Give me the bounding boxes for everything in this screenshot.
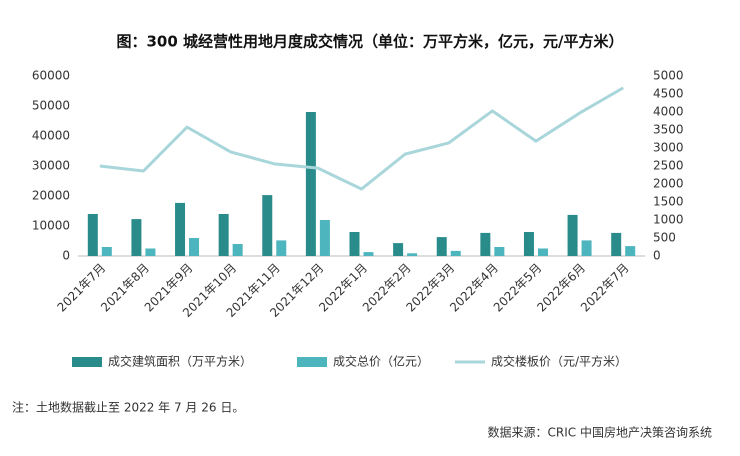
legend-label: 成交建筑面积（万平方米） <box>108 354 252 369</box>
chart-title: 图：300 城经营性用地月度成交情况（单位：万平方米，亿元，元/平方米） <box>116 33 623 51</box>
bar <box>567 214 578 256</box>
y2-tick-label: 500 <box>653 231 676 245</box>
y2-tick-label: 2500 <box>653 159 684 173</box>
y-tick-label: 30000 <box>32 159 70 173</box>
bar <box>145 248 156 256</box>
y2-tick-label: 3000 <box>653 141 684 155</box>
y-tick-label: 60000 <box>32 69 70 83</box>
y2-tick-label: 5000 <box>653 69 684 83</box>
bar <box>537 248 548 256</box>
bar <box>232 244 243 256</box>
y2-tick-label: 0 <box>653 249 661 263</box>
bar <box>349 232 360 256</box>
y2-tick-label: 2000 <box>653 177 684 191</box>
y-tick-label: 10000 <box>32 219 70 233</box>
bar <box>407 253 418 256</box>
bar <box>175 202 186 256</box>
y2-tick-label: 1500 <box>653 195 684 209</box>
y-tick-label: 20000 <box>32 189 70 203</box>
legend-swatch <box>297 357 327 367</box>
bar <box>393 243 404 256</box>
y-tick-label: 50000 <box>32 99 70 113</box>
note: 注：土地数据截止至 2022 年 7 月 26 日。 <box>12 400 244 415</box>
bar <box>87 214 98 256</box>
bar <box>611 232 622 256</box>
bar <box>131 219 142 256</box>
bar <box>189 238 200 256</box>
line <box>99 86 624 191</box>
bar <box>523 232 534 256</box>
bar <box>319 220 330 256</box>
y-tick-label: 40000 <box>32 129 70 143</box>
y2-tick-label: 3500 <box>653 123 684 137</box>
y2-tick-label: 4000 <box>653 105 684 119</box>
bar <box>363 252 374 256</box>
y2-tick-label: 1000 <box>653 213 684 227</box>
source: 数据来源：CRIC 中国房地产决策咨询系统 <box>488 425 712 440</box>
bar <box>262 195 273 256</box>
bar <box>305 112 316 256</box>
legend-swatch <box>72 357 102 367</box>
bar <box>480 232 491 256</box>
bar <box>625 246 636 256</box>
bar <box>436 237 447 256</box>
bar <box>494 247 505 256</box>
bar <box>276 240 287 256</box>
bar <box>450 250 461 256</box>
bar <box>218 214 229 256</box>
legend-label: 成交楼板价（元/平方米） <box>491 354 627 369</box>
y2-tick-label: 4500 <box>653 87 684 101</box>
bar <box>101 247 112 256</box>
bar <box>581 240 592 256</box>
legend-label: 成交总价（亿元） <box>333 354 429 369</box>
y-tick-label: 0 <box>62 249 70 263</box>
